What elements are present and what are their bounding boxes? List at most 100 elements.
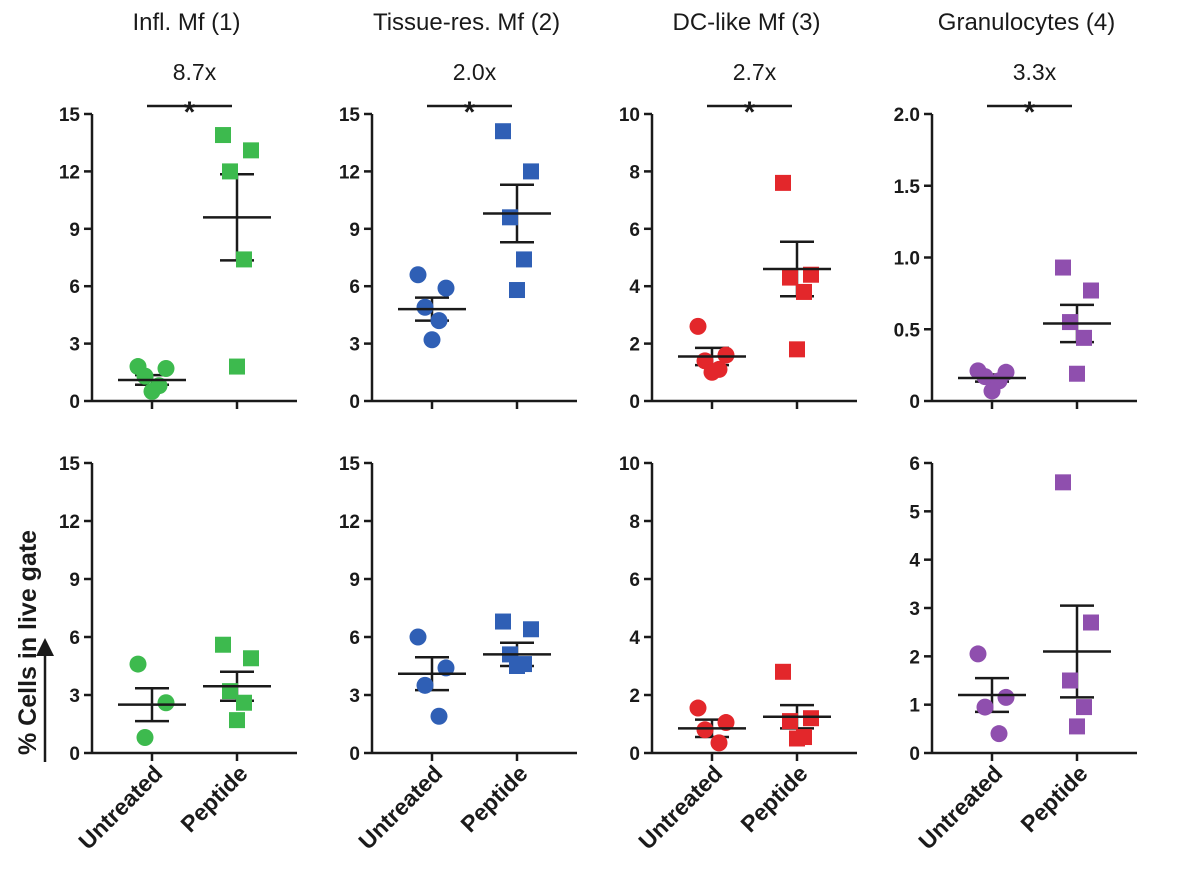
y-tick-label: 6 — [349, 277, 360, 298]
y-tick-label: 12 — [339, 512, 360, 533]
series-untreated — [678, 317, 746, 381]
data-point — [437, 659, 455, 677]
data-point — [236, 694, 252, 711]
y-tick-label: 3 — [909, 599, 920, 620]
data-point — [1083, 282, 1099, 299]
y-tick-label: 9 — [69, 220, 80, 241]
y-tick-label: 2 — [629, 335, 640, 356]
series-peptide — [483, 613, 551, 674]
y-tick-label: 0 — [349, 744, 360, 765]
series-peptide — [1043, 259, 1111, 382]
series-untreated — [398, 266, 466, 349]
data-point — [430, 312, 448, 330]
data-point — [990, 725, 1008, 743]
data-point — [1069, 365, 1085, 382]
panel-2: 0 3 6 9 12 15 Tissue-res. Mf (2) 2.0x * — [339, 9, 577, 413]
y-tick-label: 3 — [69, 335, 80, 356]
data-point — [1055, 259, 1071, 276]
significance-star: * — [744, 96, 756, 129]
x-category-label: Peptide — [735, 760, 812, 837]
y-tick-label: 4 — [629, 628, 640, 649]
panel-7: 0 2 4 6 8 10 Untreated Peptide — [619, 454, 857, 854]
y-tick-label: 6 — [629, 220, 640, 241]
series-untreated — [118, 655, 186, 747]
panel-title: Tissue-res. Mf (2) — [373, 9, 560, 36]
y-tick-label: 12 — [59, 162, 80, 183]
x-category-label: Untreated — [633, 760, 727, 854]
y-tick-label: 3 — [69, 686, 80, 707]
data-point — [509, 282, 525, 299]
y-tick-label: 6 — [69, 277, 80, 298]
y-tick-label: 2.0 — [894, 105, 920, 126]
data-point — [516, 251, 532, 268]
data-point — [215, 636, 231, 653]
data-point — [437, 279, 455, 297]
y-tick-label: 0.5 — [894, 320, 921, 341]
y-tick-label: 0 — [349, 392, 360, 413]
data-point — [969, 645, 987, 663]
data-point — [689, 317, 707, 335]
data-point — [416, 298, 434, 316]
y-tick-label: 3 — [349, 686, 360, 707]
series-untreated — [678, 699, 746, 752]
data-point — [789, 341, 805, 358]
data-point — [1076, 329, 1092, 346]
y-tick-label: 9 — [349, 220, 360, 241]
data-point — [236, 251, 252, 268]
y-tick-label: 1.5 — [894, 177, 921, 198]
data-point — [717, 714, 735, 732]
x-category-label: Peptide — [455, 760, 532, 837]
data-point — [229, 358, 245, 375]
y-tick-label: 2 — [629, 686, 640, 707]
y-tick-label: 1 — [909, 696, 920, 717]
x-category-label: Untreated — [353, 760, 447, 854]
x-category-label: Peptide — [175, 760, 252, 837]
data-point — [1069, 718, 1085, 735]
y-tick-label: 6 — [69, 628, 80, 649]
y-tick-label: 15 — [339, 105, 361, 126]
data-point — [689, 699, 707, 717]
data-point — [157, 359, 175, 377]
significance-star: * — [1024, 96, 1036, 129]
y-tick-label: 15 — [59, 454, 81, 475]
y-tick-label: 3 — [349, 335, 360, 356]
data-point — [782, 269, 798, 286]
series-peptide — [203, 636, 271, 729]
data-point — [157, 694, 175, 712]
data-point — [696, 721, 714, 739]
y-tick-label: 0 — [629, 392, 640, 413]
data-point — [495, 613, 511, 630]
panel-1: 0 3 6 9 12 15 Infl. Mf (1) 8.7x * — [59, 9, 297, 413]
data-point — [803, 266, 819, 283]
panel-title: Infl. Mf (1) — [132, 9, 240, 36]
y-tick-label: 9 — [69, 570, 80, 591]
y-axis-label: % Cells in live gate — [14, 530, 42, 755]
data-point — [222, 163, 238, 180]
data-point — [409, 266, 427, 284]
x-category-label: Peptide — [1015, 760, 1092, 837]
data-point — [502, 209, 518, 226]
data-point — [1055, 474, 1071, 491]
y-tick-label: 0 — [69, 744, 80, 765]
data-point — [423, 331, 441, 349]
data-point — [789, 730, 805, 747]
data-point — [983, 382, 1001, 400]
fold-change-label: 2.7x — [733, 59, 777, 85]
data-point — [703, 363, 721, 381]
series-peptide — [203, 127, 271, 375]
data-point — [229, 712, 245, 729]
panel-5: 0 3 6 9 12 15 Untreated Peptide — [59, 454, 297, 854]
data-point — [136, 367, 154, 385]
data-point — [803, 710, 819, 727]
data-point — [976, 368, 994, 386]
y-tick-label: 10 — [619, 105, 640, 126]
y-tick-label: 6 — [349, 628, 360, 649]
y-tick-label: 4 — [909, 551, 920, 572]
y-tick-label: 2 — [909, 647, 920, 668]
y-tick-label: 0 — [909, 392, 920, 413]
y-tick-label: 6 — [629, 570, 640, 591]
series-peptide — [763, 663, 831, 747]
y-tick-label: 4 — [629, 277, 640, 298]
series-untreated — [118, 358, 186, 400]
